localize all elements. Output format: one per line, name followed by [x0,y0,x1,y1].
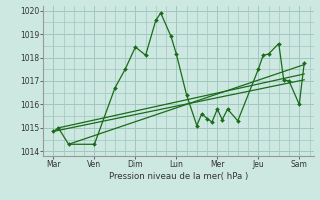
X-axis label: Pression niveau de la mer( hPa ): Pression niveau de la mer( hPa ) [109,172,248,181]
